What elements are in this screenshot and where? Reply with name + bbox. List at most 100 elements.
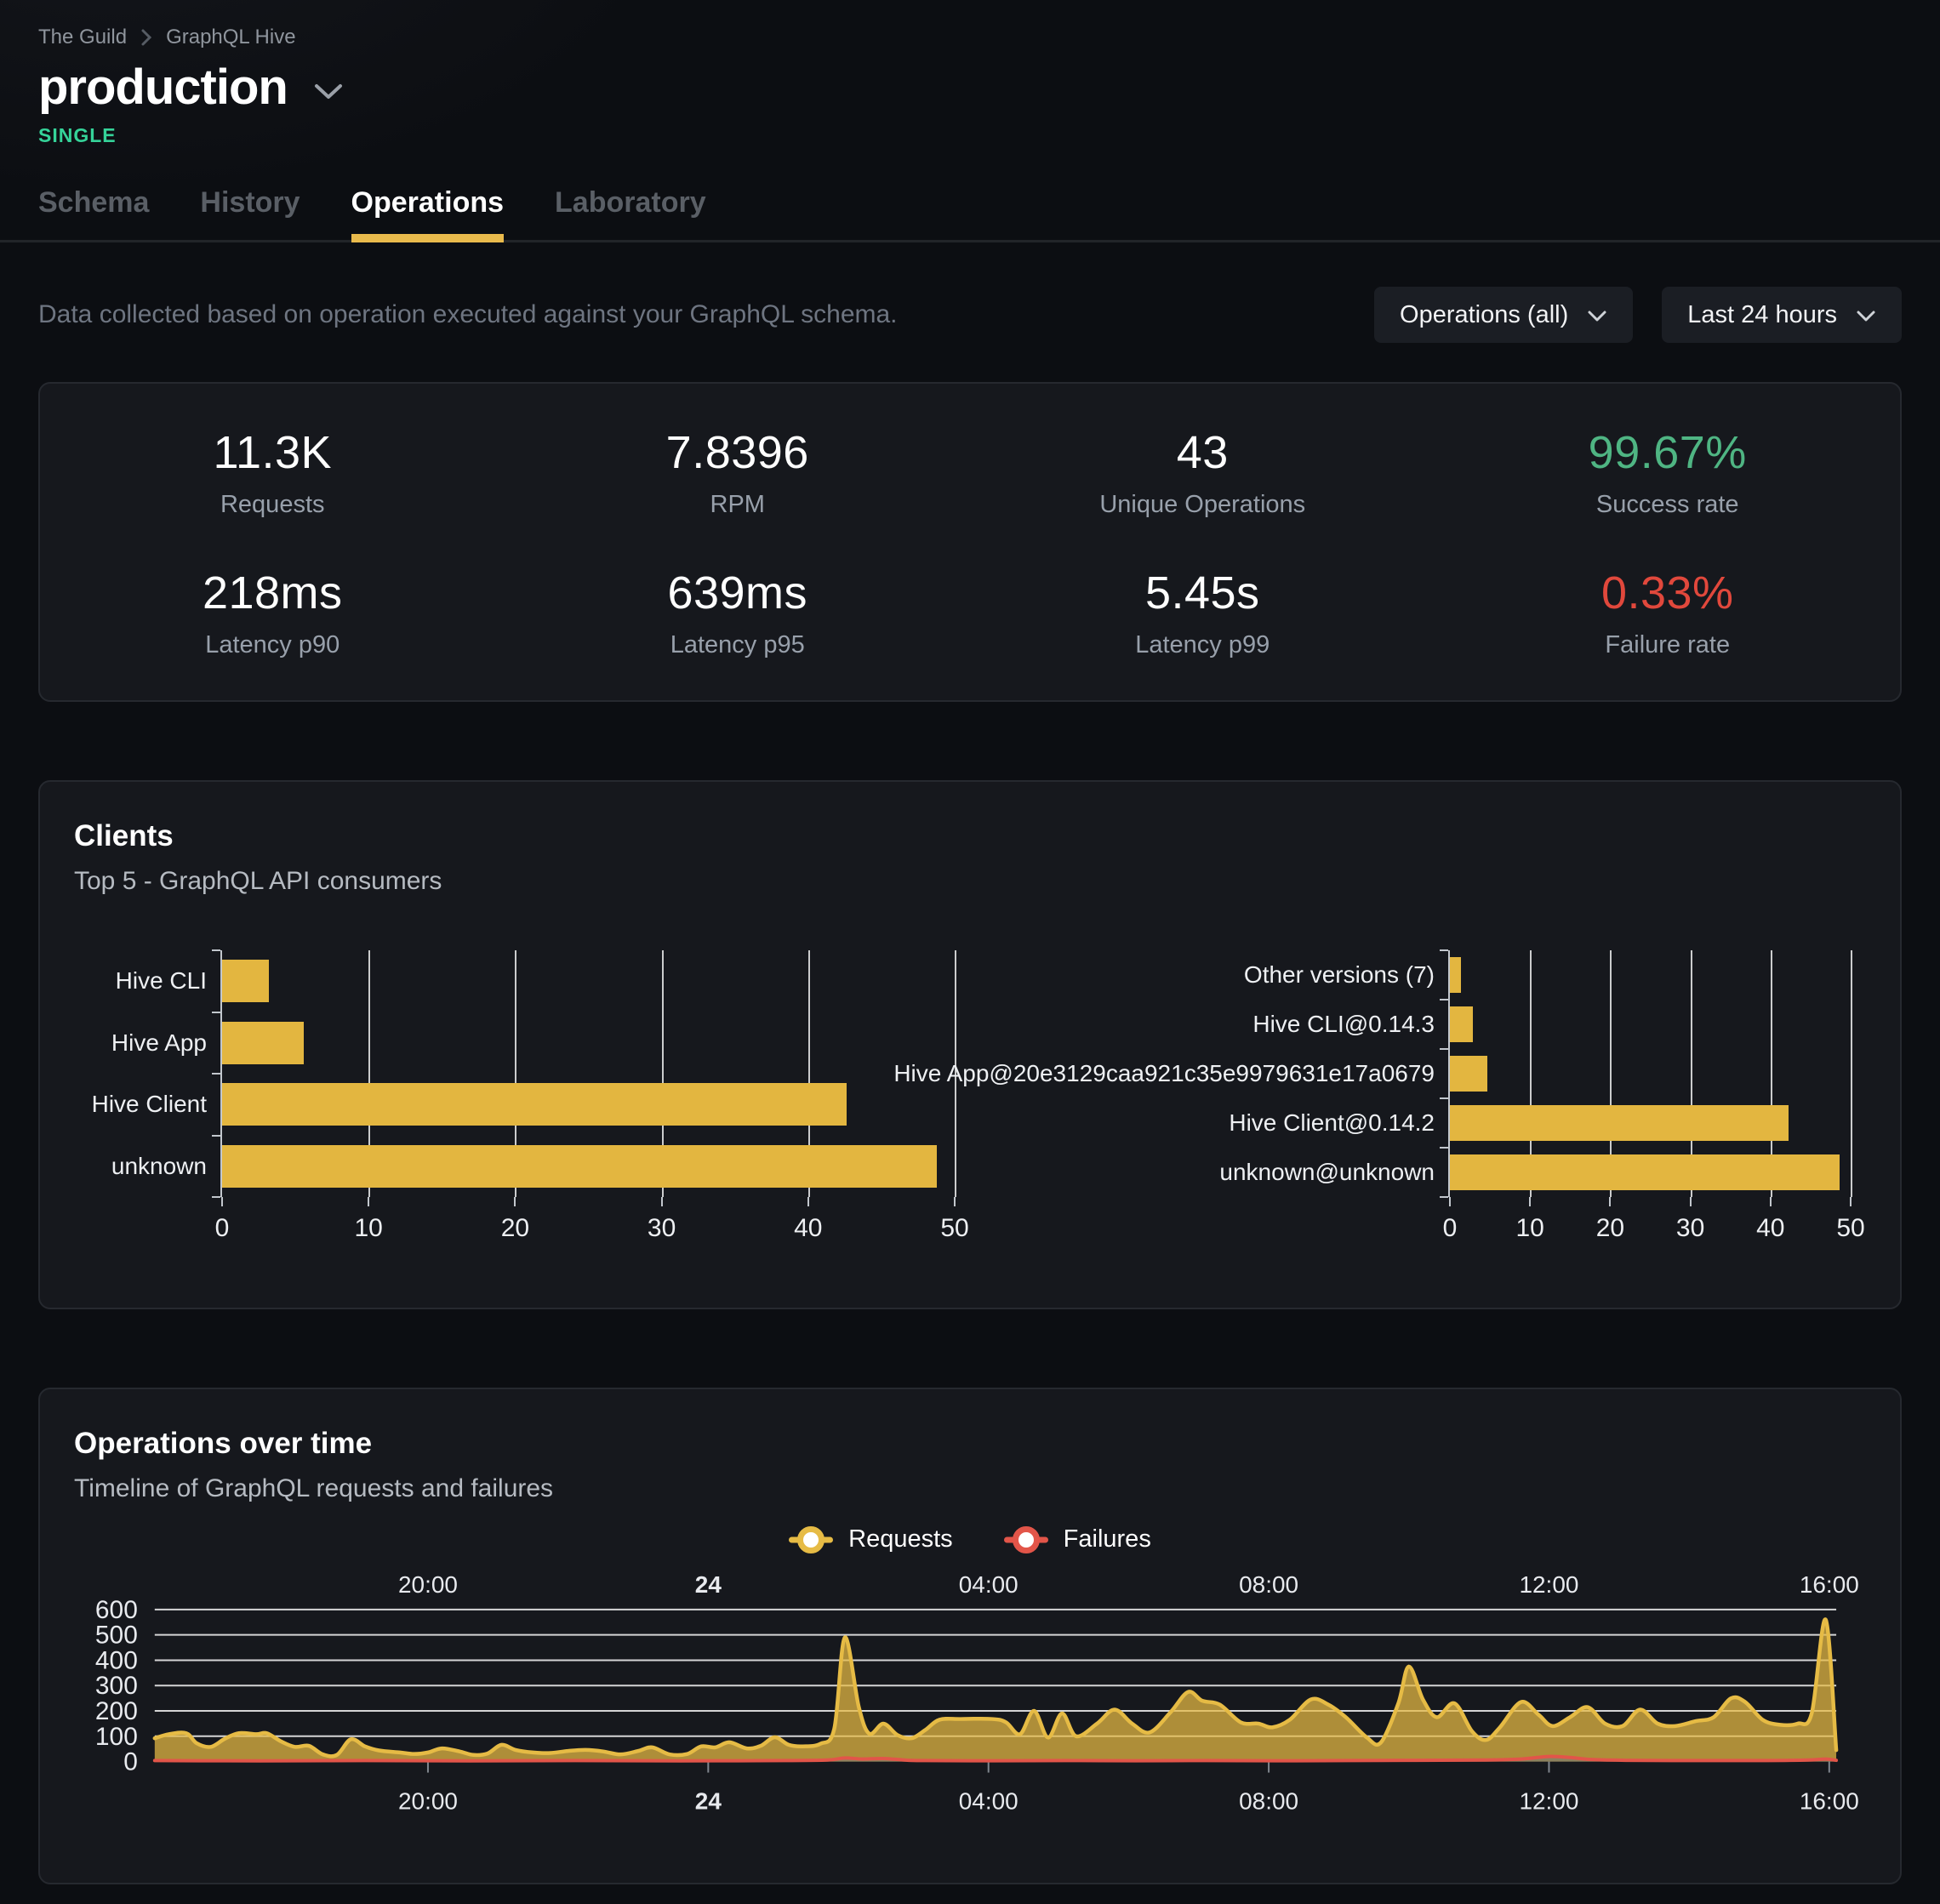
stat-value: 5.45s xyxy=(1144,567,1260,619)
y-axis-tick-label: 200 xyxy=(95,1697,138,1725)
bars xyxy=(222,950,955,1197)
x-axis-bottom-label: 20:00 xyxy=(398,1787,458,1814)
date-range-dropdown[interactable]: Last 24 hours xyxy=(1662,287,1902,343)
stat-value: 639ms xyxy=(667,567,808,619)
operations-over-time-panel: Operations over time Timeline of GraphQL… xyxy=(38,1388,1902,1885)
stat-label: Unique Operations xyxy=(1099,491,1306,518)
y-axis-tick-label: 100 xyxy=(95,1723,138,1751)
operations-stats-card: 11.3K Requests 7.8396 RPM 43 Unique Oper… xyxy=(38,382,1902,702)
y-axis-tick xyxy=(1440,1097,1448,1099)
stat-label: Requests xyxy=(220,491,325,518)
bar-category-label: Hive Client@0.14.2 xyxy=(1229,1109,1435,1136)
stat-label: Failure rate xyxy=(1605,631,1731,658)
bar xyxy=(1450,1006,1474,1042)
x-axis-tick-label: 50 xyxy=(940,1214,969,1242)
y-axis-tick-label: 600 xyxy=(95,1596,138,1624)
stat-latency-p99: 5.45s Latency p99 xyxy=(970,567,1435,659)
y-axis-tick xyxy=(212,1196,220,1198)
x-axis-tick-label: 30 xyxy=(647,1214,676,1242)
gridline xyxy=(515,950,517,1197)
stat-label: Latency p90 xyxy=(205,631,340,658)
x-axis-tick xyxy=(1689,1197,1692,1206)
breadcrumb-org-link[interactable]: The Guild xyxy=(38,26,128,48)
x-axis-tick xyxy=(221,1197,223,1206)
gridline xyxy=(1770,950,1772,1197)
bar-band xyxy=(1450,1049,1851,1098)
gridline xyxy=(1851,950,1852,1197)
bar xyxy=(1450,1105,1789,1141)
gridline xyxy=(955,950,956,1197)
bar xyxy=(1450,957,1462,993)
bar xyxy=(222,1083,847,1126)
x-axis-tick xyxy=(807,1197,809,1206)
bar-x-axis: 0 10 20 30 40 50 xyxy=(1443,1197,1865,1250)
tab-laboratory[interactable]: Laboratory xyxy=(555,186,706,219)
gridline xyxy=(1610,950,1612,1197)
x-axis-tick-label: 10 xyxy=(1515,1214,1544,1242)
legend-item-requests[interactable]: Requests xyxy=(789,1525,953,1553)
bar-band xyxy=(1450,1148,1851,1197)
bar-category-label: Hive App@20e3129caa921c35e9979631e17a067… xyxy=(893,1060,1435,1086)
x-axis-tick xyxy=(514,1197,516,1206)
operations-filter-value: Operations (all) xyxy=(1400,300,1569,328)
bar-x-axis: 0 10 20 30 40 50 xyxy=(215,1197,969,1250)
bar xyxy=(222,1144,938,1188)
x-axis-tick xyxy=(1850,1197,1852,1206)
bar-band xyxy=(222,950,955,1012)
bar-category-labels: Hive CLI Hive App Hive Client unknown xyxy=(74,950,220,1197)
x-axis-tick xyxy=(1529,1197,1532,1206)
y-axis-tick xyxy=(212,1073,220,1075)
tab-operations[interactable]: Operations xyxy=(351,186,505,242)
clients-panel: Clients Top 5 - GraphQL API consumers Hi… xyxy=(38,780,1902,1309)
x-axis-bottom-label: 04:00 xyxy=(959,1787,1018,1814)
chevron-right-icon xyxy=(140,28,152,47)
stat-latency-p95: 639ms Latency p95 xyxy=(505,567,971,659)
chevron-down-icon xyxy=(1587,301,1607,329)
breadcrumb-project-link[interactable]: GraphQL Hive xyxy=(166,26,296,48)
tab-history[interactable]: History xyxy=(200,186,300,219)
x-axis-top-label: 16:00 xyxy=(1800,1571,1859,1598)
target-selector-chevron-down-icon[interactable] xyxy=(313,74,344,101)
requests-failures-timeline-chart: 0 100 200 300 400 500 600 20:00 20:00 24 24 04:00 04… xyxy=(74,1567,1866,1832)
bar-band xyxy=(1450,1098,1851,1148)
bar-category-label: unknown xyxy=(111,1152,207,1179)
x-axis-tick-label: 0 xyxy=(214,1214,230,1242)
stat-failure-rate: 0.33% Failure rate xyxy=(1435,567,1901,659)
y-axis-tick xyxy=(1440,999,1448,1000)
gridline xyxy=(807,950,810,1197)
clients-panel-title: Clients xyxy=(74,819,174,852)
y-axis-tick xyxy=(1440,1196,1448,1198)
stat-value: 11.3K xyxy=(213,427,333,478)
x-axis-top-label: 24 xyxy=(695,1571,722,1598)
x-axis-bottom-label: 12:00 xyxy=(1519,1787,1578,1814)
x-axis-top-label: 20:00 xyxy=(398,1571,458,1598)
legend-item-failures[interactable]: Failures xyxy=(1003,1525,1151,1553)
stat-latency-p90: 218ms Latency p90 xyxy=(40,567,505,659)
bar-category-label: Hive App xyxy=(111,1029,207,1056)
x-axis-tick xyxy=(1769,1197,1772,1206)
bar-plot: 0 10 20 30 40 50 xyxy=(212,949,969,1242)
stat-label: Latency p95 xyxy=(670,631,805,658)
x-axis-tick xyxy=(1609,1197,1612,1206)
gridline xyxy=(368,950,371,1197)
x-axis-tick xyxy=(954,1197,956,1206)
stat-value: 99.67% xyxy=(1588,427,1747,478)
legend-label: Requests xyxy=(848,1525,953,1553)
bar-plot: 0 10 20 30 40 50 xyxy=(1440,949,1865,1242)
operations-filter-dropdown[interactable]: Operations (all) xyxy=(1374,287,1634,343)
tab-schema[interactable]: Schema xyxy=(38,186,150,219)
tab-bar: Schema History Operations Laboratory xyxy=(0,186,1940,242)
breadcrumb: The Guild GraphQL Hive xyxy=(38,0,1902,49)
x-axis-tick xyxy=(660,1197,663,1206)
y-axis-tick-label: 0 xyxy=(123,1748,138,1776)
bar-category-label: Other versions (7) xyxy=(1243,961,1435,988)
requests-line xyxy=(152,1617,1839,1759)
x-axis-tick-label: 10 xyxy=(354,1214,383,1242)
y-axis-tick xyxy=(212,1134,220,1137)
bar-band xyxy=(222,1074,955,1136)
clients-panel-subtitle: Top 5 - GraphQL API consumers xyxy=(74,867,442,895)
stat-label: Latency p99 xyxy=(1135,631,1270,658)
page-title: production xyxy=(38,60,288,115)
failures-series-swatch-icon xyxy=(1003,1525,1048,1553)
